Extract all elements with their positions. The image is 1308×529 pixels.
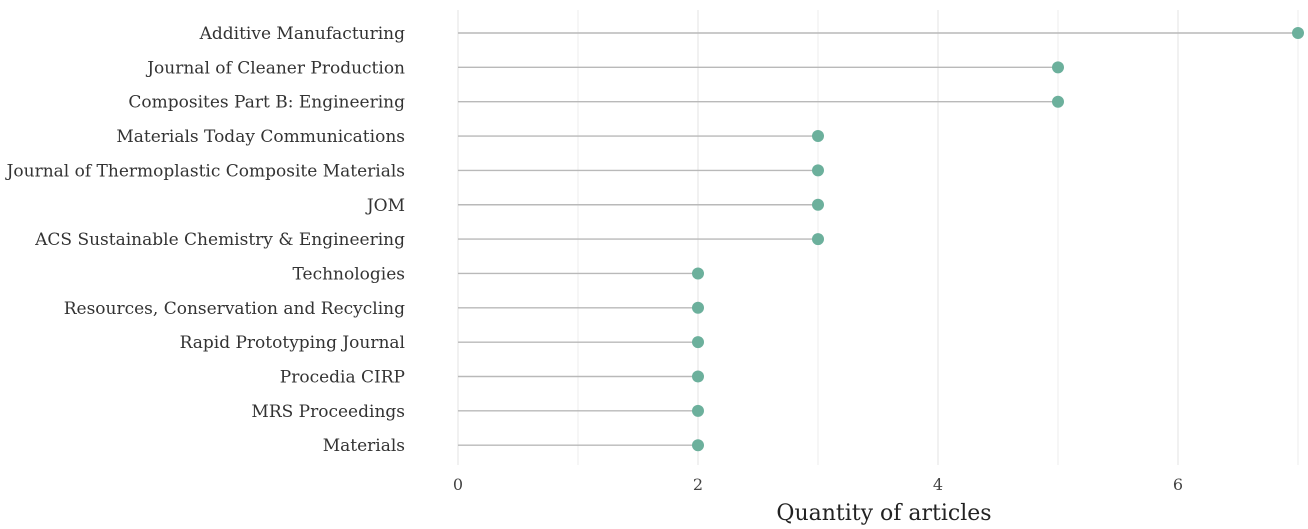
data-point: [812, 198, 824, 211]
category-label: Procedia CIRP: [280, 368, 405, 388]
data-point: [692, 404, 704, 417]
stems: [458, 32, 1298, 446]
x-tick-label: 0: [453, 475, 463, 494]
category-label: Journal of Thermoplastic Composite Mater…: [5, 161, 405, 181]
data-point: [692, 336, 704, 349]
category-labels: Additive Manufacturing Journal of Cleaner…: [5, 24, 406, 456]
points: [692, 27, 1304, 452]
x-axis-title: Quantity of articles: [776, 501, 991, 526]
category-label: Materials Today Communications: [116, 127, 405, 147]
data-point: [692, 370, 704, 383]
data-point: [812, 164, 824, 177]
x-tick-label: 6: [1173, 475, 1183, 494]
category-label: Resources, Conservation and Recycling: [64, 299, 405, 319]
data-point: [812, 233, 824, 246]
data-point: [1292, 27, 1304, 39]
data-point: [812, 130, 824, 143]
category-label: Materials: [323, 436, 405, 456]
data-point: [1052, 95, 1064, 108]
category-label: Composites Part B: Engineering: [128, 93, 405, 113]
x-tick-labels: 0 2 4 6: [453, 475, 1183, 494]
category-label: ACS Sustainable Chemistry & Engineering: [34, 230, 405, 250]
data-point: [1052, 61, 1064, 74]
category-label: Journal of Cleaner Production: [145, 58, 405, 78]
category-label: Rapid Prototyping Journal: [180, 333, 405, 353]
category-label: JOM: [365, 196, 405, 216]
data-point: [692, 439, 704, 452]
grid-lines: [457, 10, 1299, 465]
data-point: [692, 267, 704, 280]
x-tick-label: 2: [693, 475, 703, 494]
category-label: Additive Manufacturing: [199, 24, 405, 44]
category-label: Technologies: [292, 264, 405, 284]
data-point: [692, 301, 704, 314]
category-label: MRS Proceedings: [251, 402, 405, 422]
x-tick-label: 4: [933, 475, 943, 494]
